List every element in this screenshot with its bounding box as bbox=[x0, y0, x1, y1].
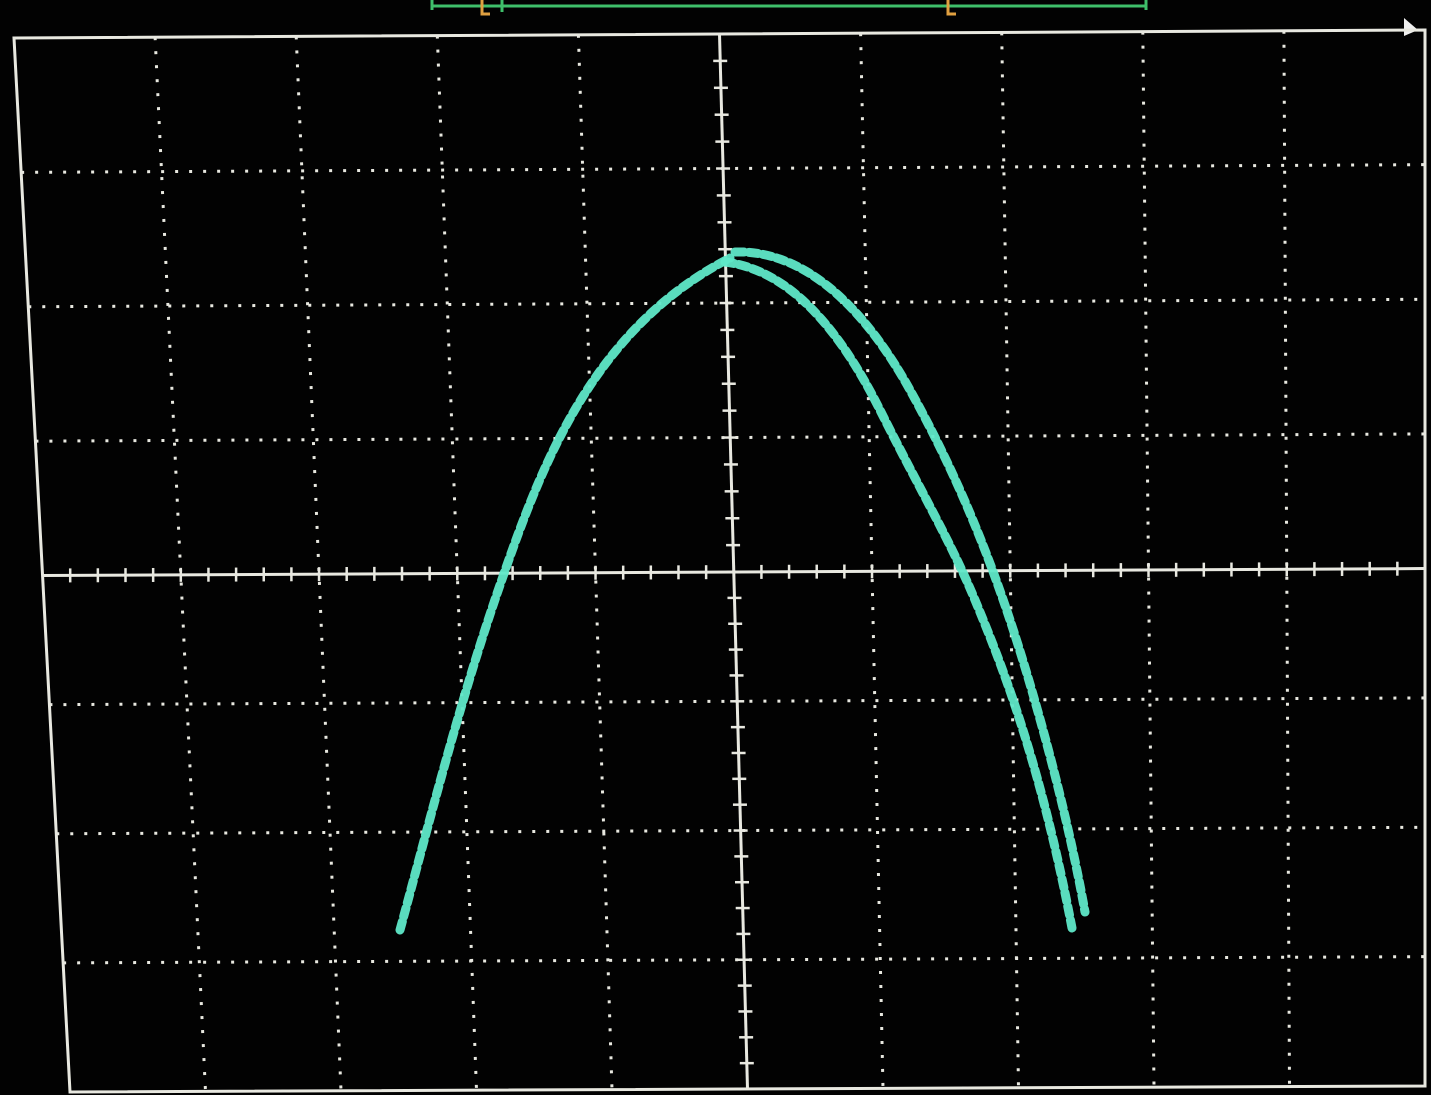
graticule bbox=[12, 28, 1427, 1094]
graticule-border bbox=[12, 28, 1427, 1094]
trace bbox=[395, 247, 1090, 935]
trigger-marker bbox=[946, 0, 956, 16]
trigger-marker bbox=[480, 0, 490, 16]
trace-right-outer bbox=[730, 247, 1090, 917]
trace-left bbox=[395, 253, 735, 935]
center-vertical-axis bbox=[718, 33, 749, 1090]
trace-right-inner bbox=[720, 257, 1077, 933]
graticule-horizontal bbox=[28, 297, 1426, 309]
graticule-horizontal bbox=[63, 955, 1426, 965]
